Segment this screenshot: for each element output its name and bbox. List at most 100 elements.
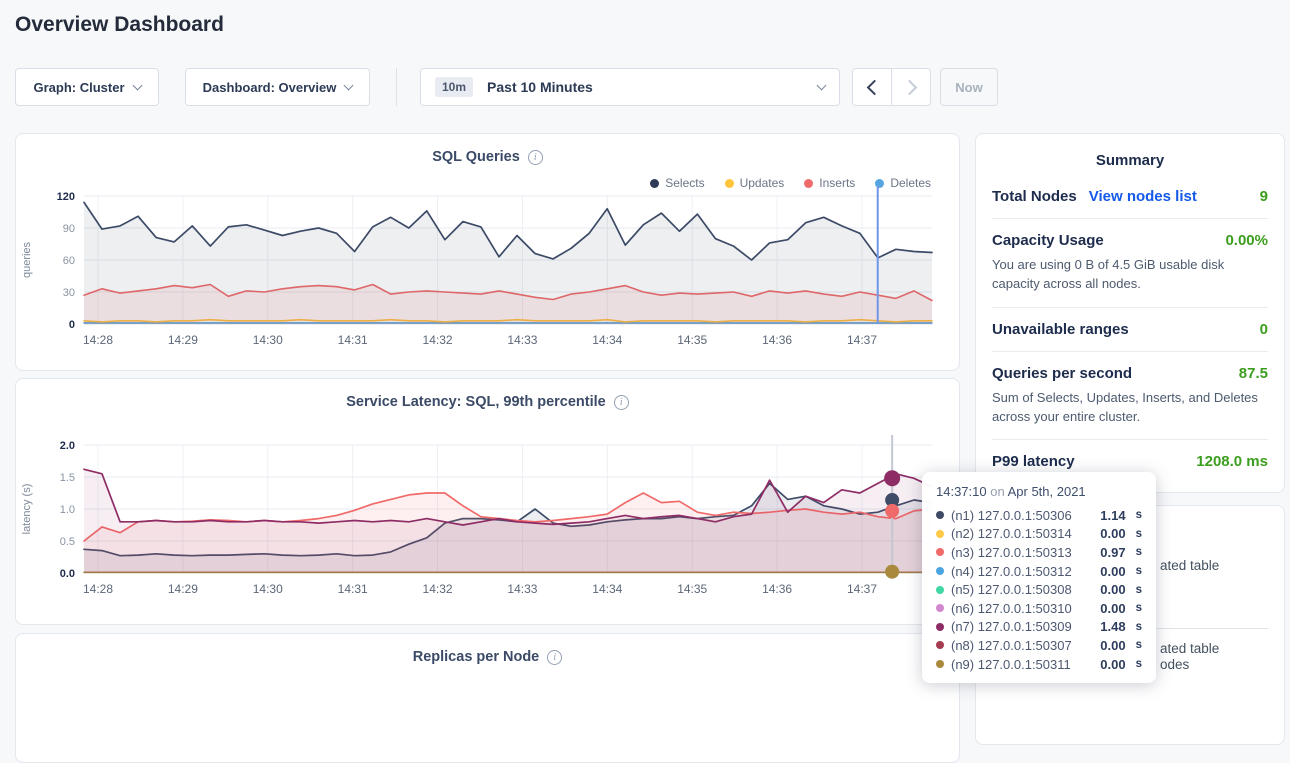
svg-text:1.0: 1.0 — [60, 504, 75, 516]
svg-text:14:32: 14:32 — [423, 333, 453, 347]
info-icon[interactable]: i — [547, 650, 562, 665]
replicas-per-node-card: Replicas per Node i — [15, 633, 960, 763]
tooltip-conj: on — [990, 484, 1004, 499]
qps-desc: Sum of Selects, Updates, Inserts, and De… — [992, 389, 1268, 427]
node-latency-value: 0.00 — [1100, 657, 1125, 672]
node-address: (n8) 127.0.0.1:50307 — [951, 638, 1072, 653]
node-latency-value: 0.00 — [1100, 601, 1125, 616]
unavailable-ranges-label: Unavailable ranges — [992, 321, 1129, 338]
chevron-down-icon — [817, 81, 827, 91]
capacity-label: Capacity Usage — [992, 232, 1104, 249]
svg-text:14:33: 14:33 — [507, 333, 537, 347]
sql-queries-title: SQL Queries — [432, 149, 520, 165]
capacity-desc: You are using 0 B of 4.5 GiB usable disk… — [992, 256, 1268, 294]
p99-value: 1208.0 ms — [1196, 453, 1268, 470]
svg-text:14:37: 14:37 — [847, 582, 877, 596]
svg-text:14:35: 14:35 — [677, 582, 707, 596]
node-color-dot-icon — [936, 530, 944, 538]
summary-total-nodes: Total Nodes View nodes list 9 — [992, 175, 1268, 218]
time-prev-button[interactable] — [852, 68, 892, 106]
page-title: Overview Dashboard — [15, 13, 224, 37]
service-latency-chart[interactable]: 14:28 14:29 14:30 14:31 14:32 14:33 14:34 14:35… — [16, 435, 961, 603]
qps-value: 87.5 — [1239, 365, 1268, 382]
svg-text:2.0: 2.0 — [60, 440, 75, 452]
svg-text:1.5: 1.5 — [60, 472, 75, 484]
dashboard-dropdown[interactable]: Dashboard: Overview — [185, 68, 370, 106]
svg-text:14:33: 14:33 — [507, 582, 537, 596]
node-address: (n5) 127.0.0.1:50308 — [951, 582, 1072, 597]
node-color-dot-icon — [936, 511, 944, 519]
svg-text:latency (s): latency (s) — [21, 484, 33, 535]
p99-label: P99 latency — [992, 453, 1075, 470]
svg-text:14:35: 14:35 — [677, 333, 707, 347]
dashboard-dropdown-label: Dashboard: Overview — [203, 80, 337, 95]
tooltip-node-row: (n2) 127.0.0.1:503140.00s — [936, 525, 1142, 544]
capacity-value: 0.00% — [1225, 232, 1268, 249]
latency-unit: s — [1136, 584, 1142, 596]
tooltip-node-row: (n9) 127.0.0.1:503110.00s — [936, 655, 1142, 674]
svg-text:14:29: 14:29 — [168, 582, 198, 596]
latency-unit: s — [1136, 546, 1142, 558]
node-latency-value: 1.14 — [1100, 508, 1125, 523]
tooltip-node-row: (n6) 127.0.0.1:503100.00s — [936, 599, 1142, 618]
svg-text:14:29: 14:29 — [168, 333, 198, 347]
tooltip-timestamp: 14:37:10 on Apr 5th, 2021 — [936, 484, 1142, 499]
svg-text:0: 0 — [69, 319, 75, 331]
tooltip-node-row: (n4) 127.0.0.1:503120.00s — [936, 562, 1142, 581]
svg-text:14:34: 14:34 — [592, 333, 622, 347]
svg-text:14:37: 14:37 — [847, 333, 877, 347]
chevron-down-icon — [344, 81, 354, 91]
svg-text:120: 120 — [57, 191, 75, 203]
tooltip-node-row: (n1) 127.0.0.1:503061.14s — [936, 506, 1142, 525]
node-address: (n4) 127.0.0.1:50312 — [951, 564, 1072, 579]
svg-text:14:30: 14:30 — [253, 582, 283, 596]
svg-text:14:34: 14:34 — [592, 582, 622, 596]
node-address: (n9) 127.0.0.1:50311 — [951, 657, 1071, 672]
info-icon[interactable]: i — [614, 395, 629, 410]
svg-text:14:31: 14:31 — [338, 333, 368, 347]
time-next-button[interactable] — [891, 68, 931, 106]
chevron-left-icon — [866, 79, 882, 95]
svg-text:14:28: 14:28 — [83, 582, 113, 596]
svg-text:14:36: 14:36 — [762, 333, 792, 347]
node-address: (n2) 127.0.0.1:50314 — [951, 526, 1072, 541]
svg-text:14:32: 14:32 — [423, 582, 453, 596]
tooltip-node-row: (n8) 127.0.0.1:503070.00s — [936, 636, 1142, 655]
total-nodes-value: 9 — [1260, 188, 1268, 205]
unavailable-ranges-value: 0 — [1260, 321, 1268, 338]
replicas-title: Replicas per Node — [413, 649, 540, 665]
tooltip-date: Apr 5th, 2021 — [1008, 484, 1086, 499]
chart-hover-tooltip: 14:37:10 on Apr 5th, 2021 (n1) 127.0.0.1… — [922, 472, 1156, 683]
now-button[interactable]: Now — [940, 68, 998, 106]
svg-text:0.0: 0.0 — [60, 568, 75, 580]
service-latency-card: Service Latency: SQL, 99th percentile i … — [15, 378, 960, 625]
node-address: (n6) 127.0.0.1:50310 — [951, 601, 1072, 616]
tooltip-node-row: (n3) 127.0.0.1:503130.97s — [936, 543, 1142, 562]
node-address: (n1) 127.0.0.1:50306 — [951, 508, 1072, 523]
node-color-dot-icon — [936, 660, 944, 668]
svg-text:14:31: 14:31 — [338, 582, 368, 596]
latency-unit: s — [1136, 528, 1142, 540]
graph-dropdown[interactable]: Graph: Cluster — [15, 68, 159, 106]
total-nodes-label: Total Nodes — [992, 188, 1077, 205]
node-latency-value: 0.00 — [1100, 582, 1125, 597]
svg-text:90: 90 — [63, 223, 75, 235]
toolbar-divider — [396, 68, 397, 106]
summary-unavailable-ranges: Unavailable ranges 0 — [992, 307, 1268, 351]
service-latency-card-header: Service Latency: SQL, 99th percentile i — [16, 379, 959, 410]
node-latency-value: 0.00 — [1100, 638, 1125, 653]
time-range-picker[interactable]: 10m Past 10 Minutes — [420, 68, 840, 106]
node-color-dot-icon — [936, 586, 944, 594]
summary-qps: Queries per second 87.5 Sum of Selects, … — [992, 351, 1268, 440]
summary-panel: Summary Total Nodes View nodes list 9 Ca… — [975, 133, 1285, 493]
event-item-fragment: ated table — [1160, 641, 1219, 656]
svg-text:30: 30 — [63, 287, 75, 299]
sql-queries-chart[interactable]: 14:2814:2914:3014:3114:3214:3314:3414:35… — [16, 186, 961, 354]
summary-capacity: Capacity Usage 0.00% You are using 0 B o… — [992, 218, 1268, 307]
node-latency-value: 1.48 — [1100, 619, 1125, 634]
view-nodes-list-link[interactable]: View nodes list — [1089, 188, 1197, 205]
event-item-fragment: ated table — [1160, 558, 1219, 573]
time-range-label: Past 10 Minutes — [487, 79, 593, 95]
info-icon[interactable]: i — [528, 150, 543, 165]
node-color-dot-icon — [936, 567, 944, 575]
